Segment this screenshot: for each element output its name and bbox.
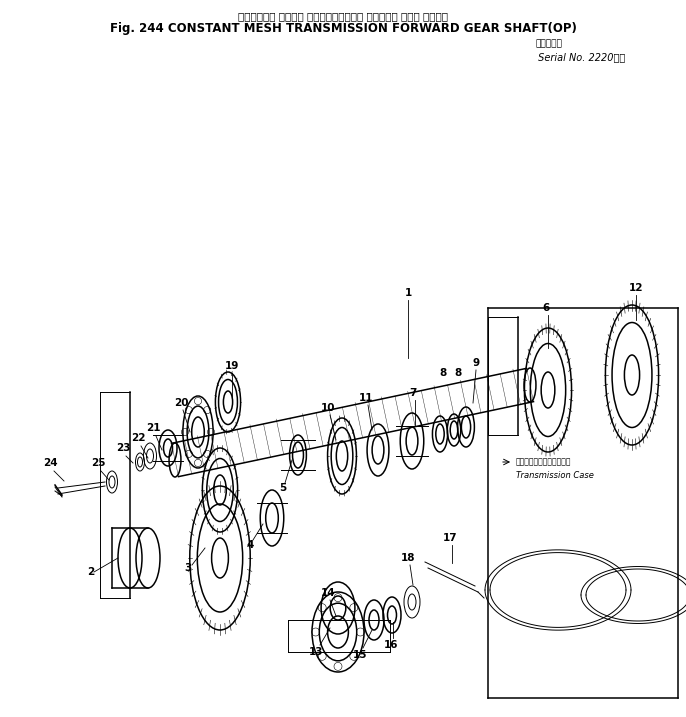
Text: 10: 10 xyxy=(321,403,335,413)
Text: Fig. 244 CONSTANT MESH TRANSMISSION FORWARD GEAR SHAFT(OP): Fig. 244 CONSTANT MESH TRANSMISSION FORW… xyxy=(110,22,576,35)
Text: 24: 24 xyxy=(43,458,58,468)
Text: 23: 23 xyxy=(116,443,130,453)
Text: 11: 11 xyxy=(359,393,373,403)
Text: 8: 8 xyxy=(454,368,462,378)
Text: 15: 15 xyxy=(353,650,367,660)
Text: 18: 18 xyxy=(401,553,415,563)
Text: 14: 14 xyxy=(320,588,335,598)
Text: 6: 6 xyxy=(543,303,549,313)
Text: トランスミッションケース: トランスミッションケース xyxy=(516,457,571,467)
Text: 25: 25 xyxy=(91,458,105,468)
Text: 19: 19 xyxy=(225,361,239,371)
Text: 20: 20 xyxy=(174,398,188,408)
Text: 5: 5 xyxy=(279,483,287,493)
Text: 3: 3 xyxy=(185,563,191,573)
Text: 1: 1 xyxy=(404,288,412,298)
Text: 2: 2 xyxy=(87,567,95,577)
Text: 22: 22 xyxy=(131,433,145,443)
Text: 16: 16 xyxy=(383,640,399,650)
Text: コンスタント メッシュ トランスミッション フォワード ギヤー シャフト: コンスタント メッシュ トランスミッション フォワード ギヤー シャフト xyxy=(238,11,448,21)
Text: 21: 21 xyxy=(145,423,161,433)
Text: 12: 12 xyxy=(629,283,643,293)
Text: 9: 9 xyxy=(473,358,480,368)
Text: 4: 4 xyxy=(246,540,254,550)
Text: 7: 7 xyxy=(410,388,416,398)
Text: 17: 17 xyxy=(442,533,458,543)
Text: 13: 13 xyxy=(309,647,323,657)
Text: 8: 8 xyxy=(439,368,447,378)
Text: （適用号機: （適用号機 xyxy=(535,39,562,48)
Text: Serial No. 2220～）: Serial No. 2220～） xyxy=(535,52,625,62)
Text: Transmission Case: Transmission Case xyxy=(516,472,594,480)
